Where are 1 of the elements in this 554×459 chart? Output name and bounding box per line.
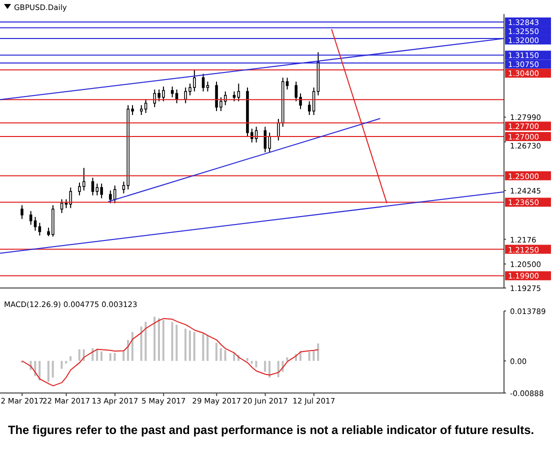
text: The figures refer to the past and past performance is not a reliable indicator of future results. <box>8 423 538 437</box>
